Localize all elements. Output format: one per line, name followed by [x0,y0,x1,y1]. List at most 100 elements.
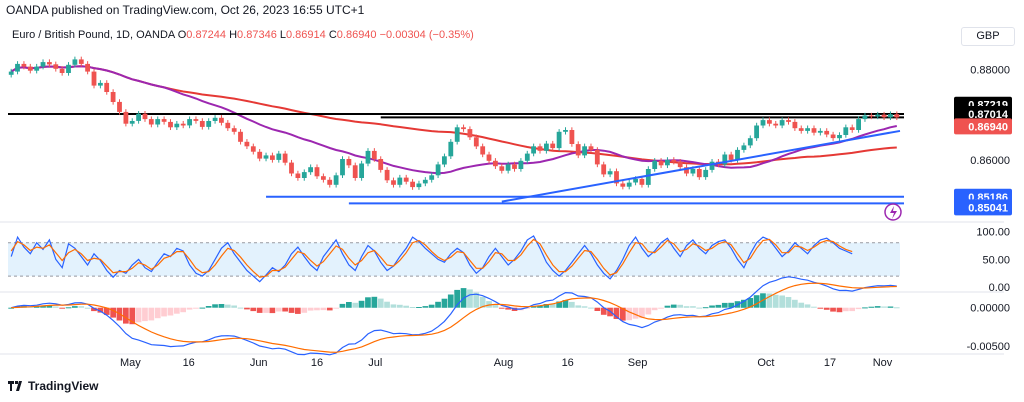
candle-body [123,111,129,124]
macd-histogram-bar [575,305,582,308]
candle-body [531,146,536,154]
macd-histogram-bar [205,306,212,308]
macd-histogram-bar [186,307,193,310]
x-tick-label: 16 [562,357,574,369]
sma-fast-line [10,65,897,175]
candle-body [340,159,345,176]
candle-body [601,164,607,175]
candle-body [461,127,466,130]
candle-body [263,155,269,159]
candle-body [639,178,645,185]
macd-histogram-bar [377,298,384,308]
candle-body [588,146,594,150]
candle-body [722,154,728,165]
candle-body [397,177,403,185]
candle-body [161,119,167,122]
candle-body [301,172,307,178]
symbol-name: Euro / British Pound, 1D, OANDA [12,29,175,41]
signal-line [11,282,897,353]
candle-body [187,119,192,126]
candle-body [53,64,59,69]
candle-body [244,141,250,147]
candle-body [645,169,651,185]
candle-body [225,122,231,129]
macd-histogram-bar [626,307,632,321]
candle-body [690,169,696,174]
candle-body [295,173,301,178]
macd-histogram-bar [881,306,887,308]
candle-body [59,68,65,73]
macd-tick-label: 0.00000 [970,303,1010,315]
currency-button[interactable]: GBP [961,27,1015,46]
candle-body [78,59,84,64]
candle-body [308,167,313,173]
price-tag [954,118,1012,135]
macd-histogram-bar [594,307,601,311]
macd-histogram-bar [677,304,683,308]
macd-histogram-bar [473,292,480,308]
macd-histogram-bar [862,307,868,309]
candle-body [760,120,766,126]
candle-body [91,71,97,86]
trend-line [501,129,901,203]
candle-body [773,123,779,126]
price-tag-label: 0.87014 [968,109,1009,121]
macd-histogram-bar [212,304,218,308]
candles [8,56,900,190]
macd-histogram-bar [52,306,59,308]
macd-histogram-bar [441,298,448,308]
alert-icon-bolt [890,206,897,219]
macd-histogram-bar [492,305,499,308]
candle-body [282,153,288,163]
macd-histogram-bar [620,307,626,321]
candle-body [98,82,103,86]
alert-icon[interactable] [884,203,902,221]
osc-tick-label: 50.00 [982,254,1010,266]
macd-histogram-bar [263,307,269,313]
candle-body [658,160,664,166]
candle-body [594,149,600,165]
macd-histogram-bar [702,307,709,309]
price-tag [954,199,1012,216]
macd-histogram-bar [409,307,416,308]
macd-histogram-bar [454,289,460,308]
macd-histogram-bar [358,300,365,308]
macd-histogram-bar [849,307,855,312]
tradingview-logo: TradingView [8,379,98,393]
macd-histogram-bar [295,307,301,314]
candle-body [327,179,333,185]
candle-body [665,159,670,166]
symbol-legend: Euro / British Pound, 1D, OANDA O0.87244… [12,29,474,41]
candle-body [435,164,441,176]
candle-body [563,130,568,132]
candle-body [15,63,20,72]
x-tick-label: Aug [494,357,514,369]
macd-histogram-bar [498,307,505,309]
macd-histogram-bar [893,307,900,309]
alert-icon-ring [884,203,902,221]
candle-body [868,115,874,117]
macd-histogram-bar [320,307,327,311]
macd-histogram-bar [333,307,339,309]
macd-histogram-bar [40,305,46,308]
candle-body [193,119,199,121]
oscillator-lines [10,235,853,283]
macd-histogram-bar [365,297,371,308]
candle-body [537,146,543,151]
y-tick-label: 0.86000 [970,155,1010,167]
candle-body [862,115,868,120]
macd-histogram-bar [537,305,543,308]
candle-body [626,182,632,187]
macd-histogram-bar [301,307,308,313]
macd-histogram-bar [664,305,671,308]
macd-histogram-bar [524,307,531,309]
macd-histogram-bar [256,307,263,313]
candle-body [168,121,173,128]
candle-body [575,144,581,156]
high-value: 0.87346 [237,29,277,41]
macd-histogram-bar [231,305,237,308]
candle-body [365,150,371,164]
candle-body [104,82,110,92]
macd-histogram-bar [556,301,562,308]
x-tick-label: Oct [757,357,774,369]
